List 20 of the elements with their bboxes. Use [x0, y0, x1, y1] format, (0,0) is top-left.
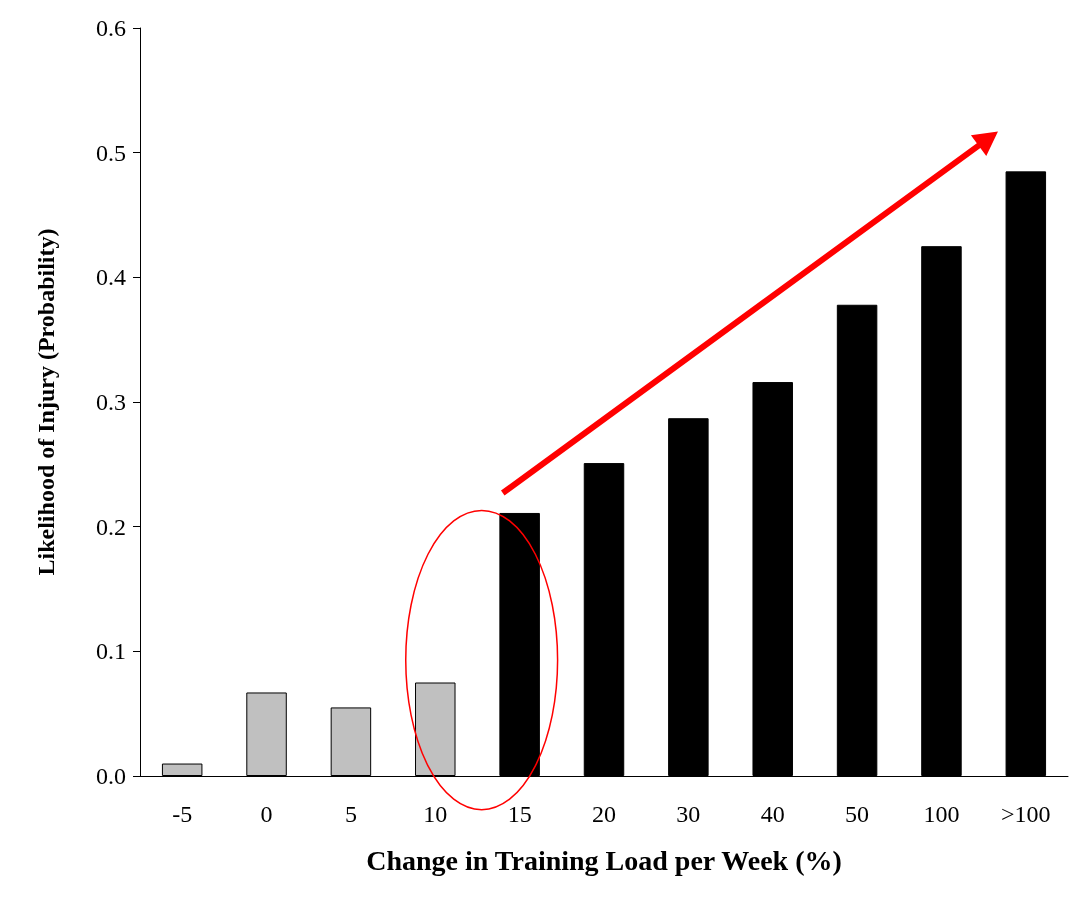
y-tick-label: 0.5 — [96, 139, 126, 166]
x-tick-label: 0 — [260, 801, 273, 827]
y-tick-label: 0.3 — [96, 389, 126, 415]
x-tick-label: 30 — [676, 801, 701, 827]
x-tick-label: 100 — [923, 801, 960, 827]
x-tick-label: 5 — [344, 801, 357, 827]
y-axis-title: Likelihood of Injury (Probability) — [33, 228, 59, 576]
x-tick-label: 15 — [507, 801, 532, 827]
x-tick-label: 40 — [760, 801, 785, 827]
y-tick-label: 0.6 — [96, 15, 126, 41]
x-tick-label: 10 — [423, 801, 448, 827]
y-tick-label: 0.1 — [96, 638, 126, 665]
x-tick-label: 50 — [845, 801, 870, 827]
x-tick-label: >100 — [1001, 801, 1051, 827]
x-tick-label: -5 — [172, 801, 193, 827]
y-tick-label: 0.0 — [96, 763, 126, 789]
y-tick-label: 0.2 — [96, 513, 126, 540]
x-tick-label: 20 — [592, 801, 616, 827]
y-tick-label: 0.4 — [96, 264, 126, 291]
x-axis-title: Change in Training Load per Week (%) — [366, 844, 842, 876]
